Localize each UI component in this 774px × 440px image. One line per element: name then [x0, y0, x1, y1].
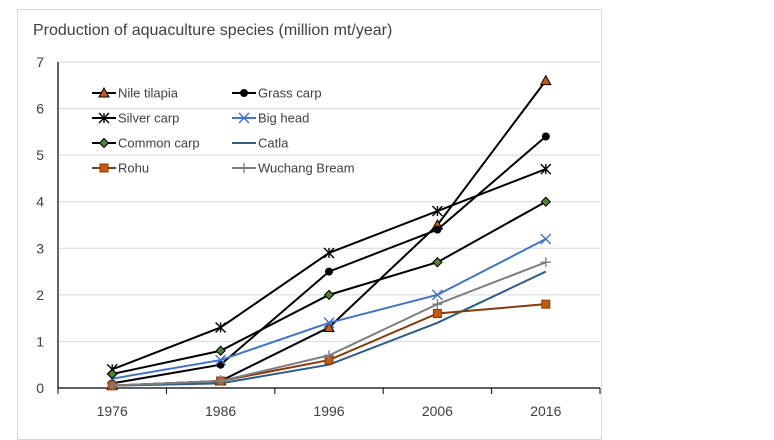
y-tick-label: 7: [36, 54, 44, 70]
series-line-nile-tilapia: [112, 80, 547, 387]
data-point: [323, 321, 335, 332]
data-point: [539, 74, 552, 86]
legend-item-grass-carp: Grass carp: [232, 86, 322, 101]
y-tick-label: 3: [36, 240, 44, 256]
legend-item-nile-tilapia: Nile tilapia: [92, 86, 179, 101]
legend-label: Catla: [258, 136, 289, 151]
series-line-catla: [112, 270, 547, 387]
data-point: [324, 350, 334, 361]
data-point: [323, 317, 335, 329]
data-point: [240, 89, 248, 97]
data-point: [540, 233, 552, 245]
chart-title: Production of aquaculture species (milli…: [33, 22, 393, 39]
series-common-carp: [106, 196, 552, 380]
legend-label: Common carp: [118, 136, 200, 151]
data-point: [98, 137, 110, 149]
y-tick-label: 6: [36, 101, 44, 117]
legend-label: Nile tilapia: [118, 86, 179, 101]
data-point: [98, 86, 110, 98]
legend-item-common-carp: Common carp: [92, 136, 200, 151]
legend-label: Grass carp: [258, 86, 322, 101]
legend-label: Wuchang Bream: [258, 161, 355, 176]
data-point: [540, 163, 552, 175]
data-point: [215, 354, 227, 366]
data-point: [433, 225, 442, 234]
data-point: [431, 289, 443, 301]
data-point: [432, 257, 443, 268]
axes: 0 1 2 3 4 5 6 7 1976 1986 1996 2006 2016: [36, 54, 601, 419]
data-point: [432, 308, 442, 318]
y-tick-label: 5: [36, 147, 44, 163]
y-tick-label: 1: [36, 333, 44, 349]
legend-item-catla: Catla: [232, 136, 289, 151]
data-point: [540, 257, 551, 268]
data-point: [323, 247, 335, 259]
data-point: [215, 376, 226, 387]
series-catla: [112, 270, 547, 387]
data-point: [215, 321, 227, 333]
x-tick-label: 1976: [97, 403, 128, 419]
legend-item-rohu: Rohu: [92, 161, 149, 176]
y-tick-label: 2: [36, 287, 44, 303]
series-lines: [106, 74, 552, 391]
data-point: [106, 368, 118, 380]
data-point: [239, 163, 249, 173]
x-tick-label: 1996: [313, 403, 344, 419]
data-point: [215, 345, 226, 356]
legend-label: Big head: [258, 111, 309, 126]
legend: Nile tilapia Grass carp Silver carp Big hea…: [92, 86, 355, 176]
data-point: [540, 196, 552, 207]
data-point: [99, 163, 109, 173]
data-point: [238, 112, 250, 124]
x-tick-label: 2006: [422, 403, 453, 419]
legend-item-wuchang-bream: Wuchang Bream: [232, 161, 355, 176]
x-tick-label: 1986: [205, 403, 236, 419]
legend-label: Rohu: [118, 161, 149, 176]
data-point: [432, 299, 443, 310]
y-tick-label: 4: [36, 194, 44, 210]
data-point: [216, 360, 225, 369]
data-point: [541, 299, 551, 309]
data-point: [98, 112, 110, 124]
data-point: [107, 380, 118, 391]
series-wuchang-bream: [107, 257, 551, 391]
data-point: [541, 132, 550, 141]
y-tick-label: 0: [36, 380, 44, 396]
legend-item-silver-carp: Silver carp: [92, 111, 179, 126]
x-tick-label: 2016: [530, 403, 561, 419]
data-point: [431, 205, 443, 217]
data-point: [323, 289, 335, 301]
legend-label: Silver carp: [118, 111, 179, 126]
data-point: [325, 267, 333, 276]
legend-item-big-head: Big head: [232, 111, 309, 126]
